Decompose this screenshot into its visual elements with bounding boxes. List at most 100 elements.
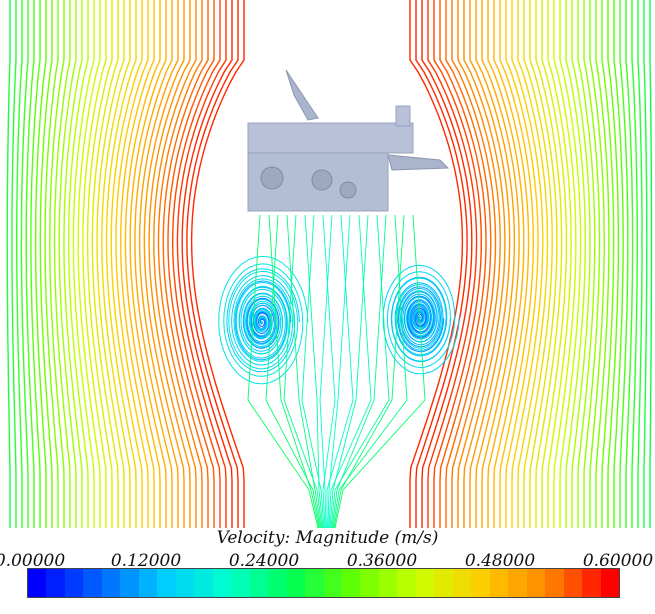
legend-title: Velocity: Magnitude (m/s) xyxy=(216,528,439,548)
streamline xyxy=(481,0,520,528)
streamline xyxy=(625,0,634,528)
streamline xyxy=(421,0,473,528)
streamline xyxy=(445,0,492,528)
streamline xyxy=(529,0,558,528)
streamline xyxy=(523,0,553,528)
streamline xyxy=(148,0,191,528)
streamline xyxy=(427,0,478,528)
streamline xyxy=(439,0,487,528)
streamline xyxy=(511,0,544,528)
wake-streamline xyxy=(334,214,426,529)
colorbar xyxy=(27,568,620,598)
body-fin xyxy=(285,69,319,121)
streamline xyxy=(553,0,577,528)
streamline xyxy=(589,0,605,528)
wake-streamline xyxy=(247,214,319,529)
streamline xyxy=(631,0,638,528)
colorbar-segment xyxy=(83,569,102,597)
colorbar-segment xyxy=(28,569,47,597)
streamline xyxy=(171,0,221,528)
streamline xyxy=(34,0,47,528)
vortex-streamline xyxy=(397,286,445,353)
body-upper-part xyxy=(247,122,414,154)
streamline xyxy=(517,0,549,528)
colorbar-tick-label: 0.12000 xyxy=(110,551,182,571)
colorbar-tick-label: 0.24000 xyxy=(228,551,300,571)
streamline xyxy=(44,0,59,528)
wake-streamline xyxy=(322,214,336,529)
streamline xyxy=(72,0,95,528)
streamlines-group xyxy=(6,0,653,528)
streamline xyxy=(559,0,582,528)
colorbar-segment xyxy=(415,569,435,597)
colorbar-segment xyxy=(471,569,490,597)
streamline xyxy=(493,0,530,528)
colorbar-segment xyxy=(175,569,195,597)
streamline xyxy=(637,0,643,528)
vortex-streamline xyxy=(390,276,452,363)
streamline xyxy=(53,0,71,528)
wake-streamline xyxy=(331,214,387,529)
wake-streamline xyxy=(268,214,320,529)
streamline xyxy=(119,0,155,528)
streamline xyxy=(30,0,41,528)
streamline xyxy=(571,0,591,528)
wake-streamline xyxy=(328,214,372,529)
wake-streamline xyxy=(286,214,322,529)
streamline xyxy=(16,0,23,528)
streamline xyxy=(20,0,29,528)
streamline xyxy=(469,0,511,528)
colorbar-segment xyxy=(582,569,601,597)
body-arm xyxy=(387,154,450,171)
colorbar-segment xyxy=(489,569,509,597)
colorbar-segment xyxy=(397,569,416,597)
streamline xyxy=(433,0,483,528)
streamline xyxy=(91,0,119,528)
streamline xyxy=(643,0,648,528)
colorbar-segment xyxy=(563,569,583,597)
streamline xyxy=(181,0,233,528)
streamline xyxy=(105,0,137,528)
streamline xyxy=(613,0,624,528)
streamline xyxy=(82,0,107,528)
streamline xyxy=(96,0,125,528)
streamline xyxy=(451,0,497,528)
streamline xyxy=(541,0,568,528)
body-mount xyxy=(395,105,411,127)
streamline xyxy=(535,0,563,528)
body-thruster-left xyxy=(260,166,284,190)
streamline xyxy=(595,0,610,528)
colorbar-segment xyxy=(46,569,65,597)
colorbar-segment xyxy=(286,569,306,597)
vortex-streamline xyxy=(382,264,460,375)
streamline xyxy=(583,0,601,528)
streamline xyxy=(63,0,83,528)
wake-streamline xyxy=(326,214,354,528)
colorbar-segment xyxy=(212,569,232,597)
colorbar-tick-label: 0.48000 xyxy=(464,551,536,571)
streamline xyxy=(463,0,506,528)
streamline xyxy=(157,0,203,528)
streamline xyxy=(499,0,535,528)
streamline xyxy=(58,0,77,528)
streamline xyxy=(115,0,149,528)
colorbar-segment xyxy=(120,569,139,597)
wake-streamline xyxy=(327,214,351,529)
colorbar-segment xyxy=(545,569,564,597)
wake-streamline xyxy=(319,214,333,529)
wake-streamline xyxy=(330,214,390,529)
colorbar-segment xyxy=(305,569,324,597)
wake-streamline xyxy=(332,214,408,529)
colorbar-segment xyxy=(600,569,619,597)
colorbar-segment xyxy=(378,569,398,597)
wake-streamline xyxy=(329,214,369,529)
colorbar-segment xyxy=(341,569,361,597)
body-thruster-right xyxy=(339,181,357,199)
streamline xyxy=(176,0,227,528)
vortices-group xyxy=(218,214,460,529)
streamline xyxy=(547,0,572,528)
wake-streamline xyxy=(265,214,321,529)
colorbar-segment xyxy=(231,569,250,597)
streamline xyxy=(138,0,179,528)
